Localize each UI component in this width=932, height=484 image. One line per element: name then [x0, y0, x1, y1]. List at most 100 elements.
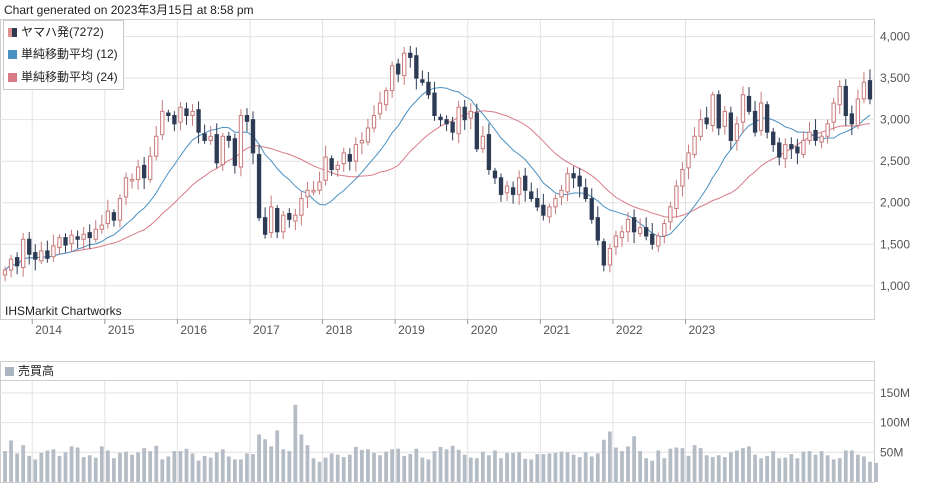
candle-body: [184, 108, 189, 117]
candle: [855, 89, 861, 129]
volume-bar: [112, 458, 116, 482]
candle-body: [202, 133, 207, 141]
candle-body: [93, 228, 98, 240]
candle: [202, 124, 207, 144]
candle-body: [8, 258, 14, 271]
volume-bar: [686, 455, 691, 482]
candle: [668, 201, 673, 231]
candle-body: [2, 269, 8, 276]
candle-body: [565, 173, 570, 193]
candle-body: [462, 106, 467, 121]
volume-bar: [154, 445, 159, 482]
candle: [148, 146, 153, 183]
volume-bar: [33, 459, 38, 482]
candle-body: [214, 134, 219, 164]
volume-bar: [69, 446, 74, 482]
candle: [553, 194, 558, 215]
candle-body: [843, 85, 848, 117]
candle-body: [226, 135, 231, 141]
volume-bar: [692, 445, 697, 482]
candle: [819, 132, 824, 149]
volume-bar: [674, 447, 679, 482]
candle-body: [365, 127, 371, 143]
volume-bar: [668, 448, 673, 482]
candle: [777, 137, 782, 166]
volume-bar: [208, 457, 213, 482]
volume-bar: [311, 458, 316, 482]
legend-sma24-label: 単純移動平均 (24): [21, 70, 118, 84]
volume-bar: [614, 447, 618, 482]
volume-bar: [39, 452, 44, 482]
candle-body: [644, 227, 649, 237]
sma24-line: [4, 110, 871, 271]
volume-bar: [565, 452, 570, 482]
candle-body: [160, 110, 165, 136]
volume-bar: [75, 447, 80, 482]
price-x-axis: 2014 2015 2016 2017 2018 2019 2020 2021 2022 2023: [31, 319, 716, 337]
candle-body: [262, 217, 268, 235]
volume-swatch-icon: [5, 367, 14, 377]
candle: [486, 123, 492, 175]
candle-body: [323, 156, 328, 181]
candle: [190, 104, 195, 126]
volume-bar: [81, 457, 86, 482]
candle: [135, 159, 141, 190]
price-x-tick-label: 2018: [326, 323, 353, 337]
candle: [408, 45, 413, 68]
candle: [27, 231, 32, 265]
candle-body: [716, 94, 721, 129]
candle-body: [783, 144, 788, 160]
candle: [281, 210, 286, 240]
legend-item-sma24[interactable]: 単純移動平均 (24): [8, 68, 118, 84]
volume-bar: [632, 436, 636, 482]
legend-item-price[interactable]: ヤマハ発(7272): [8, 23, 104, 39]
candle: [825, 119, 830, 144]
candle: [686, 144, 691, 180]
volume-bar: [372, 452, 376, 482]
volume-bar: [414, 448, 419, 482]
candle-body: [329, 158, 334, 170]
candle-body: [619, 231, 625, 239]
price-grid: [0, 20, 875, 319]
legend-price-label: ヤマハ発(7272): [21, 25, 104, 39]
candle-body: [432, 92, 437, 117]
volume-bar: [21, 445, 26, 482]
volume-bar: [353, 446, 358, 482]
volume-bar: [535, 454, 540, 482]
candle-body: [438, 116, 443, 121]
volume-legend[interactable]: 売買高: [5, 362, 54, 379]
candle: [758, 91, 764, 136]
volume-bar: [366, 449, 370, 482]
volume-bar: [601, 439, 606, 482]
candle: [33, 244, 38, 271]
candle-body: [311, 189, 316, 193]
candle-body: [238, 115, 244, 168]
volume-bar: [480, 451, 485, 482]
candle: [184, 102, 189, 125]
candle-body: [232, 138, 238, 166]
candle-body: [389, 65, 395, 92]
candle: [341, 147, 346, 172]
candle: [831, 97, 836, 131]
candle: [293, 208, 298, 231]
candle-body: [371, 115, 377, 129]
volume-bar: [517, 452, 522, 482]
price-x-tick-label: 2019: [398, 323, 425, 337]
candle-body: [87, 232, 92, 239]
candle-body: [45, 250, 50, 259]
volume-bar: [583, 452, 588, 482]
legend-item-sma12[interactable]: 単純移動平均 (12): [8, 45, 118, 61]
price-legend: ヤマハ発(7272) 単純移動平均 (12) 単純移動平均 (24): [3, 20, 124, 90]
candle: [359, 132, 365, 155]
candle: [335, 161, 340, 177]
candle: [637, 218, 643, 237]
volume-bar: [595, 453, 600, 482]
candle: [426, 71, 431, 100]
volume-bar: [408, 454, 413, 482]
candle: [656, 232, 661, 253]
candle-body: [123, 177, 129, 198]
candle: [462, 99, 467, 130]
candle-body: [27, 238, 32, 255]
price-y-tick-label: 1,500: [880, 237, 910, 251]
candle: [105, 199, 111, 229]
